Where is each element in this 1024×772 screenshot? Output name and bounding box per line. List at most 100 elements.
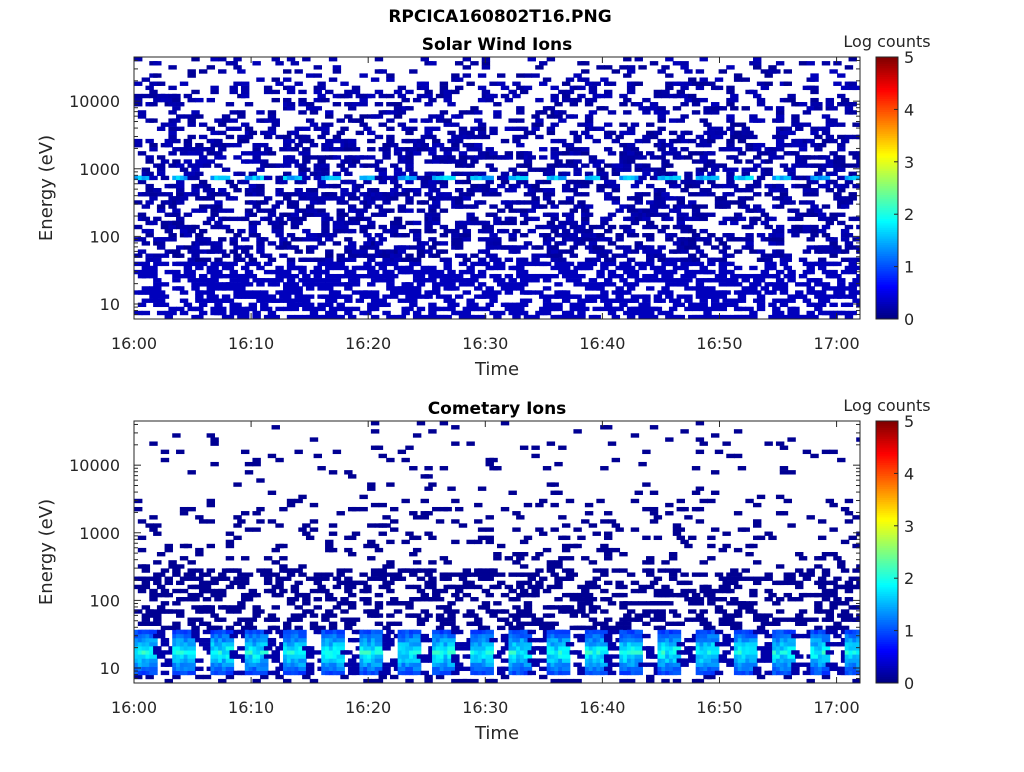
heatmap-cell	[340, 675, 348, 679]
heatmap-cell	[138, 589, 146, 593]
heatmap-cell	[585, 229, 593, 233]
heatmap-cell	[673, 266, 681, 270]
heatmap-cell	[226, 667, 234, 671]
heatmap-cell	[344, 114, 352, 118]
heatmap-cell	[845, 233, 853, 237]
heatmap-cell	[577, 303, 585, 307]
heatmap-cell	[298, 90, 306, 94]
heatmap-cell	[554, 114, 562, 118]
heatmap-cell	[421, 658, 429, 662]
heatmap-cell	[558, 241, 566, 245]
heatmap-cell	[615, 245, 623, 249]
heatmap-cell	[787, 278, 795, 282]
heatmap-cell	[283, 274, 291, 278]
heatmap-cell	[814, 278, 822, 282]
heatmap-cell	[665, 73, 673, 77]
heatmap-cell	[279, 556, 287, 560]
heatmap-cell	[314, 168, 322, 172]
heatmap-cell	[550, 123, 558, 127]
heatmap-cell	[275, 200, 283, 204]
heatmap-cell	[543, 196, 551, 200]
heatmap-cell	[619, 94, 627, 98]
heatmap-cell	[627, 86, 635, 90]
heatmap-cell	[432, 593, 440, 597]
heatmap-cell	[272, 118, 280, 122]
heatmap-cell	[329, 597, 337, 601]
heatmap-cell	[807, 61, 815, 65]
heatmap-cell	[520, 311, 528, 315]
heatmap-cell	[822, 204, 830, 208]
heatmap-cell	[734, 249, 742, 253]
heatmap-cell	[264, 307, 272, 311]
heatmap-cell	[207, 65, 215, 69]
heatmap-cell	[604, 192, 612, 196]
heatmap-cell	[279, 221, 287, 225]
heatmap-cell	[409, 147, 417, 151]
heatmap-cell	[722, 217, 730, 221]
heatmap-cell	[581, 192, 589, 196]
heatmap-cell	[275, 585, 283, 589]
heatmap-cell	[329, 548, 337, 552]
heatmap-cell	[558, 163, 566, 167]
heatmap-cell	[264, 630, 272, 634]
heatmap-cell	[661, 286, 669, 290]
heatmap-cell	[172, 270, 180, 274]
heatmap-cell	[294, 450, 302, 454]
heatmap-cell	[180, 225, 188, 229]
heatmap-cell	[604, 278, 612, 282]
heatmap-cell	[390, 519, 398, 523]
heatmap-cell	[696, 262, 704, 266]
heatmap-cell	[210, 131, 218, 135]
heatmap-cell	[272, 77, 280, 81]
heatmap-cell	[134, 262, 142, 266]
heatmap-cell	[478, 270, 486, 274]
heatmap-cell	[352, 196, 360, 200]
heatmap-cell	[730, 221, 738, 225]
heatmap-cell	[791, 163, 799, 167]
heatmap-cell	[168, 123, 176, 127]
heatmap-cell	[168, 102, 176, 106]
heatmap-cell	[352, 282, 360, 286]
heatmap-cell	[707, 262, 715, 266]
heatmap-cell	[348, 536, 356, 540]
heatmap-cell	[348, 245, 356, 249]
heatmap-cell	[187, 593, 195, 597]
heatmap-cell	[505, 303, 513, 307]
heatmap-cell	[314, 581, 322, 585]
heatmap-cell	[352, 507, 360, 511]
heatmap-cell	[726, 147, 734, 151]
heatmap-cell	[134, 507, 142, 511]
heatmap-cell	[191, 245, 199, 249]
heatmap-cell	[138, 180, 146, 184]
heatmap-cell	[371, 294, 379, 298]
heatmap-cell	[822, 225, 830, 229]
heatmap-cell	[455, 172, 463, 176]
heatmap-cell	[256, 266, 264, 270]
heatmap-cell	[696, 290, 704, 294]
heatmap-cell	[398, 299, 406, 303]
heatmap-cell	[207, 499, 215, 503]
heatmap-cell	[149, 143, 157, 147]
heatmap-cell	[772, 188, 780, 192]
heatmap-cell	[776, 225, 784, 229]
heatmap-cell	[650, 168, 658, 172]
heatmap-cell	[226, 544, 234, 548]
heatmap-cell	[413, 650, 421, 654]
heatmap-cell	[784, 69, 792, 73]
heatmap-cell	[249, 184, 257, 188]
heatmap-cell	[321, 577, 329, 581]
heatmap-cell	[363, 196, 371, 200]
heatmap-cell	[424, 466, 432, 470]
heatmap-cell	[394, 254, 402, 258]
heatmap-cell	[172, 572, 180, 576]
heatmap-cell	[245, 282, 253, 286]
heatmap-cell	[218, 57, 226, 61]
heatmap-cell	[382, 155, 390, 159]
heatmap-cell	[635, 82, 643, 86]
heatmap-cell	[638, 155, 646, 159]
heatmap-cell	[757, 303, 765, 307]
heatmap-cell	[230, 278, 238, 282]
heatmap-cell	[394, 106, 402, 110]
heatmap-cell	[272, 626, 280, 630]
